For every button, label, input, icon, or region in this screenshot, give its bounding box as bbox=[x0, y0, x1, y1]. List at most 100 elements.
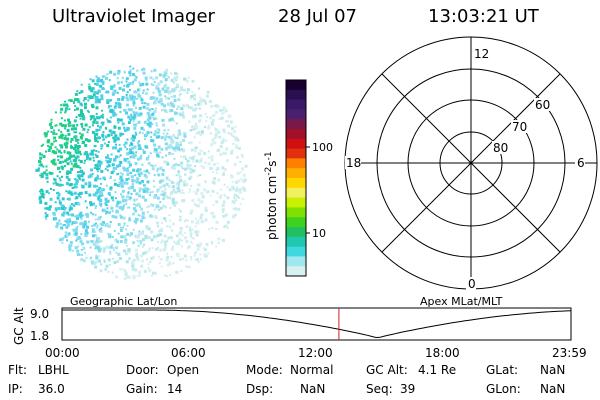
uv-pixel bbox=[107, 192, 111, 196]
uv-pixel bbox=[102, 116, 104, 119]
uv-pixel bbox=[128, 82, 132, 85]
uv-pixel bbox=[75, 145, 79, 149]
time-label: 13:03:21 UT bbox=[428, 6, 539, 27]
uv-pixel bbox=[90, 211, 93, 214]
uv-pixel bbox=[71, 187, 74, 189]
uv-pixel bbox=[160, 193, 163, 196]
uv-pixel bbox=[105, 264, 109, 268]
uv-pixel bbox=[112, 199, 115, 202]
uv-pixel bbox=[144, 236, 147, 239]
uv-pixel bbox=[88, 184, 92, 188]
uv-pixel bbox=[36, 168, 40, 172]
uv-pixel bbox=[155, 122, 158, 125]
uv-pixel bbox=[168, 261, 171, 264]
uv-pixel bbox=[59, 111, 62, 114]
uv-pixel bbox=[78, 92, 81, 94]
uv-pixel bbox=[180, 161, 184, 165]
uv-pixel bbox=[232, 214, 236, 218]
uv-pixel bbox=[135, 180, 139, 184]
uv-image-disk bbox=[35, 65, 248, 281]
uv-pixel bbox=[52, 189, 55, 191]
uv-pixel bbox=[51, 172, 54, 175]
uv-pixel bbox=[199, 119, 202, 122]
uv-pixel bbox=[73, 147, 76, 150]
uv-pixel bbox=[44, 134, 48, 138]
uv-pixel bbox=[235, 146, 238, 149]
uv-pixel bbox=[155, 76, 159, 80]
uv-pixel bbox=[194, 252, 196, 255]
uv-pixel bbox=[83, 152, 87, 156]
uv-pixel bbox=[40, 172, 44, 176]
uv-pixel bbox=[60, 151, 63, 154]
uv-pixel bbox=[90, 149, 94, 153]
uv-pixel bbox=[47, 144, 49, 147]
uv-pixel bbox=[93, 167, 96, 169]
uv-pixel bbox=[110, 196, 114, 200]
uv-pixel bbox=[144, 198, 148, 202]
uv-pixel bbox=[109, 105, 112, 108]
orbit-ylabel: GC Alt bbox=[12, 307, 26, 345]
uv-pixel bbox=[79, 109, 83, 113]
uv-pixel bbox=[144, 250, 148, 254]
uv-pixel bbox=[84, 123, 88, 127]
uv-pixel bbox=[209, 132, 212, 135]
uv-pixel bbox=[170, 78, 174, 82]
uv-pixel bbox=[209, 167, 213, 170]
uv-pixel bbox=[91, 130, 95, 134]
uv-pixel bbox=[187, 219, 190, 222]
uv-pixel bbox=[91, 225, 94, 228]
uv-pixel bbox=[96, 246, 100, 250]
uv-pixel bbox=[100, 147, 103, 150]
uv-pixel bbox=[236, 186, 238, 189]
uv-pixel bbox=[177, 173, 180, 176]
uv-pixel bbox=[145, 82, 149, 86]
uv-pixel bbox=[206, 116, 209, 119]
uv-pixel bbox=[207, 252, 210, 255]
uv-pixel bbox=[160, 257, 163, 260]
colorbar-tick-10: 10 bbox=[312, 227, 326, 240]
uv-pixel bbox=[169, 152, 172, 155]
uv-pixel bbox=[227, 132, 230, 135]
uv-pixel bbox=[172, 120, 175, 123]
colorbar-frame bbox=[285, 79, 307, 277]
uv-pixel bbox=[160, 227, 163, 230]
uv-pixel bbox=[125, 96, 129, 100]
uv-pixel bbox=[125, 252, 128, 256]
uv-pixel bbox=[157, 209, 160, 211]
uv-pixel bbox=[44, 202, 48, 205]
uv-pixel bbox=[160, 239, 164, 243]
uv-pixel bbox=[84, 144, 88, 147]
uv-pixel bbox=[99, 125, 102, 129]
uv-pixel bbox=[168, 196, 172, 200]
uv-pixel bbox=[152, 180, 155, 182]
uv-pixel bbox=[144, 234, 148, 238]
uv-pixel bbox=[94, 178, 98, 182]
uv-pixel bbox=[179, 143, 182, 146]
uv-pixel bbox=[73, 191, 77, 195]
uv-pixel bbox=[110, 99, 113, 102]
uv-pixel bbox=[42, 155, 46, 158]
uv-pixel bbox=[166, 91, 169, 93]
uv-pixel bbox=[112, 114, 115, 117]
uv-pixel bbox=[64, 223, 67, 226]
uv-pixel bbox=[213, 114, 216, 117]
uv-pixel bbox=[195, 125, 198, 129]
uv-pixel bbox=[40, 192, 42, 195]
uv-pixel bbox=[74, 215, 77, 218]
uv-pixel bbox=[172, 146, 176, 150]
uv-pixel bbox=[74, 221, 78, 224]
uv-pixel bbox=[90, 168, 93, 172]
uv-pixel bbox=[153, 271, 157, 275]
uv-pixel bbox=[161, 119, 165, 122]
uv-pixel bbox=[101, 123, 104, 126]
uv-pixel bbox=[159, 229, 162, 233]
uv-pixel bbox=[230, 150, 232, 153]
uv-pixel bbox=[154, 235, 158, 239]
uv-pixel bbox=[189, 167, 193, 171]
uv-pixel bbox=[103, 209, 106, 213]
uv-pixel bbox=[50, 187, 52, 190]
uv-pixel bbox=[95, 128, 99, 132]
uv-pixel bbox=[124, 240, 128, 244]
uv-pixel bbox=[222, 171, 225, 174]
uv-pixel bbox=[80, 233, 83, 236]
